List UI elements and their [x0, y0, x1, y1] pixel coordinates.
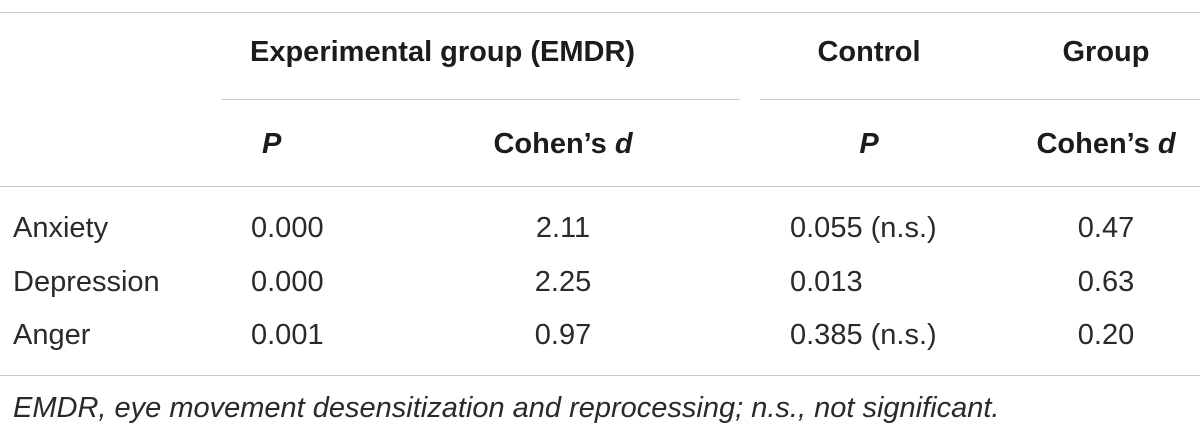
header-control: Control [817, 36, 921, 68]
table-footnote: EMDR, eye movement desensitization and r… [13, 392, 1000, 424]
row-label: Anger [13, 319, 91, 351]
d-symbol: d [614, 128, 633, 160]
control-p-value: 0.385 (n.s.) [790, 319, 937, 351]
subheader-exp-p: P [262, 130, 281, 159]
top-rule [0, 12, 1200, 13]
p-symbol: P [262, 128, 282, 160]
exp-p-value: 0.000 [251, 212, 324, 244]
group-cohens-d-value: 0.20 [1077, 319, 1135, 351]
subheader-group-cohens-d: Cohen’s d [1036, 130, 1175, 159]
cohens-label: Cohen’s [493, 128, 615, 160]
exp-p-value: 0.000 [251, 266, 324, 298]
table-bottom-rule [0, 375, 1200, 376]
d-symbol: d [1157, 128, 1176, 160]
subheader-exp-cohens-d: Cohen’s d [493, 130, 632, 159]
control-p-value: 0.055 (n.s.) [790, 212, 937, 244]
header-experimental-group: Experimental group (EMDR) [250, 36, 636, 68]
p-symbol: P [859, 128, 879, 160]
cohens-label: Cohen’s [1036, 128, 1158, 160]
group-cohens-d-value: 0.47 [1077, 212, 1135, 244]
control-p-value: 0.013 [790, 266, 863, 298]
row-label: Depression [13, 266, 160, 298]
experimental-group-underline [222, 99, 740, 100]
exp-cohens-d-value: 0.97 [534, 319, 592, 351]
header-group: Group [1062, 36, 1150, 68]
exp-cohens-d-value: 2.11 [535, 212, 591, 244]
row-label: Anxiety [13, 212, 109, 244]
exp-p-value: 0.001 [251, 319, 324, 351]
subheader-control-p: P [859, 130, 878, 159]
control-group-underline [760, 99, 1200, 100]
exp-cohens-d-value: 2.25 [534, 266, 592, 298]
group-cohens-d-value: 0.63 [1077, 266, 1135, 298]
header-bottom-rule [0, 186, 1200, 187]
